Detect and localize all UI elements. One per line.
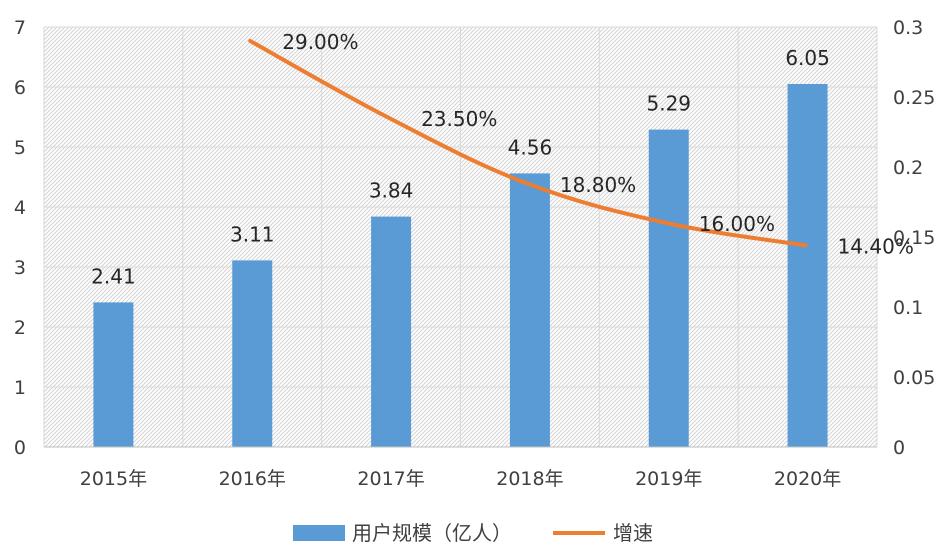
line-point [387,116,391,120]
x-tick-label: 2020年 [774,468,841,490]
x-tick-label: 2019年 [635,468,702,490]
bar-data-label: 3.84 [369,179,414,203]
bar [787,84,828,447]
line-data-label: 18.80% [560,173,636,197]
y-left-tick-label: 5 [14,137,26,159]
x-tick-label: 2015年 [80,468,147,490]
bar-data-label: 4.56 [508,135,553,159]
y-right-tick-label: 0.2 [893,157,923,179]
line-point [526,182,530,186]
y-left-tick-label: 7 [14,17,26,39]
bar-data-label: 2.41 [91,264,136,288]
legend: 用户规模（亿人） 增速 [293,521,653,545]
data-labels: 2.41 3.11 3.84 4.56 5.29 6.05 29.00% 23.50% 18.8… [91,30,914,288]
bar [648,129,689,447]
axes: 0 1 2 3 4 5 6 7 0 0.05 0.1 0.15 0.2 0.25 0.3 2015年 2016年… [14,17,935,490]
legend-bar-label: 用户规模（亿人） [352,521,512,545]
y-right-tick-label: 0.1 [893,297,923,319]
legend-line-label: 增速 [613,521,653,545]
y-right-tick-label: 0.15 [893,227,935,249]
line-point [804,243,808,247]
y-left-tick-label: 2 [14,317,26,339]
gridlines [43,26,878,448]
line-data-label: 16.00% [699,212,775,236]
y-left-tick-label: 3 [14,257,26,279]
bar-data-label: 6.05 [785,46,830,70]
bar [93,302,134,447]
x-tick-label: 2017年 [357,468,424,490]
y-right-tick-label: 0 [893,437,905,459]
y-right-tick-label: 0.25 [893,87,935,109]
y-left-tick-label: 4 [14,197,26,219]
bar [371,216,412,447]
line-data-label: 29.00% [282,30,358,54]
bar [232,260,273,447]
line-point [665,221,669,225]
legend-bar-swatch [293,525,345,541]
y-right-tick-label: 0.3 [893,17,923,39]
bar [509,173,550,447]
line-data-label: 14.40% [838,234,914,258]
bar-series [93,84,828,447]
y-left-tick-label: 0 [14,437,26,459]
bar-data-label: 5.29 [646,92,691,116]
y-left-tick-label: 6 [14,77,26,99]
x-tick-label: 2016年 [219,468,286,490]
line-point [248,39,252,43]
y-left-tick-label: 1 [14,377,26,399]
bar-data-label: 3.11 [230,222,275,246]
line-data-label: 23.50% [421,107,497,131]
x-tick-label: 2018年 [496,468,563,490]
line-series [248,39,808,248]
y-right-tick-label: 0.05 [893,367,935,389]
